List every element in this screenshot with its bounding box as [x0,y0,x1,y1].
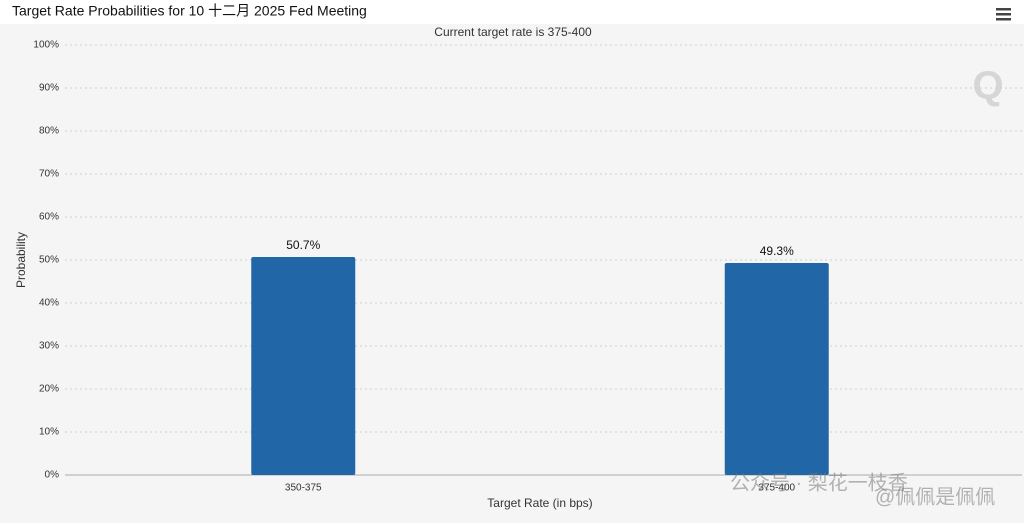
y-axis-label: Probability [14,232,28,288]
x-tick-label: 350-375 [285,483,322,494]
menu-button[interactable] [996,8,1011,21]
title-bar [0,0,1024,24]
y-tick-label: 100% [33,40,59,51]
bar [724,263,829,475]
y-tick-label: 50% [39,255,59,266]
y-tick-label: 90% [39,83,59,94]
bar [251,256,356,475]
y-tick-label: 20% [39,384,59,395]
y-tick-label: 30% [39,341,59,352]
watermark: 公众号 · 梨花一枝香 [730,471,908,494]
chart-subtitle: Current target rate is 375-400 [434,25,592,39]
y-tick-label: 60% [39,212,59,223]
x-tick-label: 375-400 [758,483,795,494]
data-label: 49.3% [760,244,794,258]
watermark: @佩佩是佩佩 [875,485,995,508]
y-tick-label: 10% [39,427,59,438]
chart-title: Target Rate Probabilities for 10 十二月 202… [12,3,367,19]
y-tick-label: 80% [39,126,59,137]
data-label: 50.7% [286,238,320,252]
x-axis-label: Target Rate (in bps) [487,496,592,510]
logo: Q [972,64,1003,108]
y-tick-label: 70% [39,169,59,180]
y-tick-label: 40% [39,298,59,309]
y-tick-label: 0% [45,470,60,481]
